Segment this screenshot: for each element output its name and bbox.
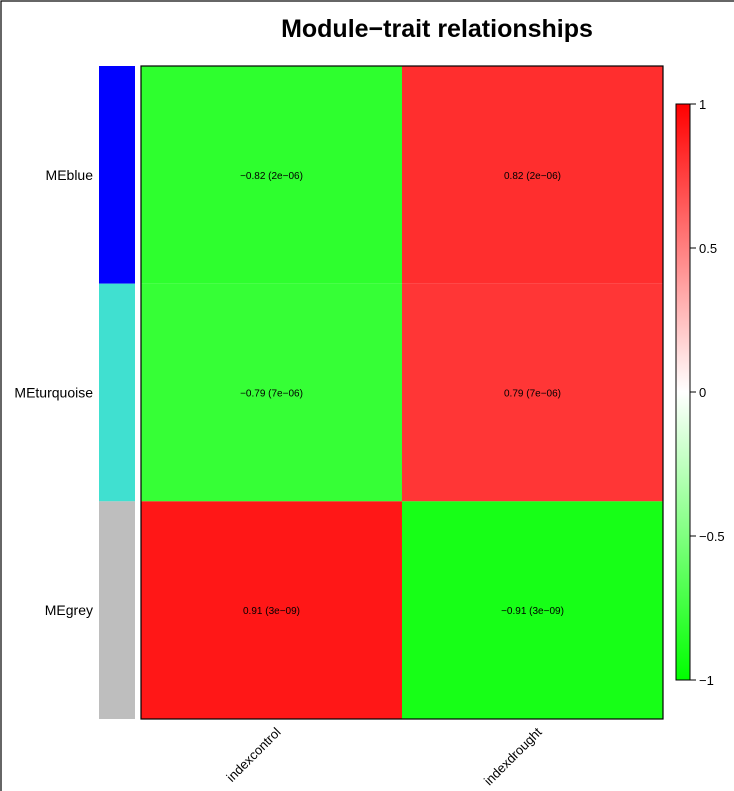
heatmap-cell-MEblue-indexdrought (402, 66, 663, 284)
module-color-bar-MEblue (99, 66, 135, 284)
column-labels: indexcontrol indexdrought (223, 724, 544, 788)
row-label-MEturquoise: MEturquoise (14, 385, 93, 401)
cell-label-MEgrey-indexdrought: −0.91 (3e−09) (501, 606, 564, 617)
row-labels: MEblue MEturquoise MEgrey (14, 167, 93, 618)
heatmap-cell-MEgrey-indexdrought (402, 501, 663, 719)
heatmap-cell-MEturquoise-indexdrought (402, 283, 663, 502)
legend-tick-label: 0.5 (699, 241, 717, 256)
cell-label-MEgrey-indexcontrol: 0.91 (3e−09) (243, 606, 300, 617)
module-color-bar-MEturquoise (99, 283, 135, 502)
module-color-bar-MEgrey (99, 501, 135, 719)
cell-label-MEturquoise-indexcontrol: −0.79 (7e−06) (240, 389, 303, 400)
heatmap-border (140, 65, 664, 720)
cell-label-MEblue-indexcontrol: −0.82 (2e−06) (240, 171, 303, 182)
row-label-MEblue: MEblue (46, 167, 94, 183)
heatmap-cell-MEblue-indexcontrol (141, 66, 402, 284)
legend-tick-label: −1 (699, 673, 714, 688)
color-legend: 1 0.5 0 −0.5 −1 (675, 97, 725, 688)
cell-label-MEblue-indexdrought: 0.82 (2e−06) (504, 171, 561, 182)
column-label-indexdrought: indexdrought (481, 724, 545, 788)
module-color-bars (99, 66, 135, 719)
heatmap-cells: −0.82 (2e−06) 0.82 (2e−06) −0.79 (7e−06) 0.… (141, 66, 663, 719)
cell-label-MEturquoise-indexdrought: 0.79 (7e−06) (504, 389, 561, 400)
legend-color-bar (675, 103, 691, 681)
heatmap-cell-MEgrey-indexcontrol (141, 501, 402, 719)
column-label-indexcontrol: indexcontrol (223, 724, 283, 784)
legend-tick-label: −0.5 (699, 529, 725, 544)
chart-title: Module−trait relationships (281, 15, 593, 43)
legend-tick-label: 0 (699, 385, 706, 400)
heatmap-cell-MEturquoise-indexcontrol (141, 283, 402, 502)
row-label-MEgrey: MEgrey (45, 602, 93, 618)
legend-tick-label: 1 (699, 97, 706, 112)
